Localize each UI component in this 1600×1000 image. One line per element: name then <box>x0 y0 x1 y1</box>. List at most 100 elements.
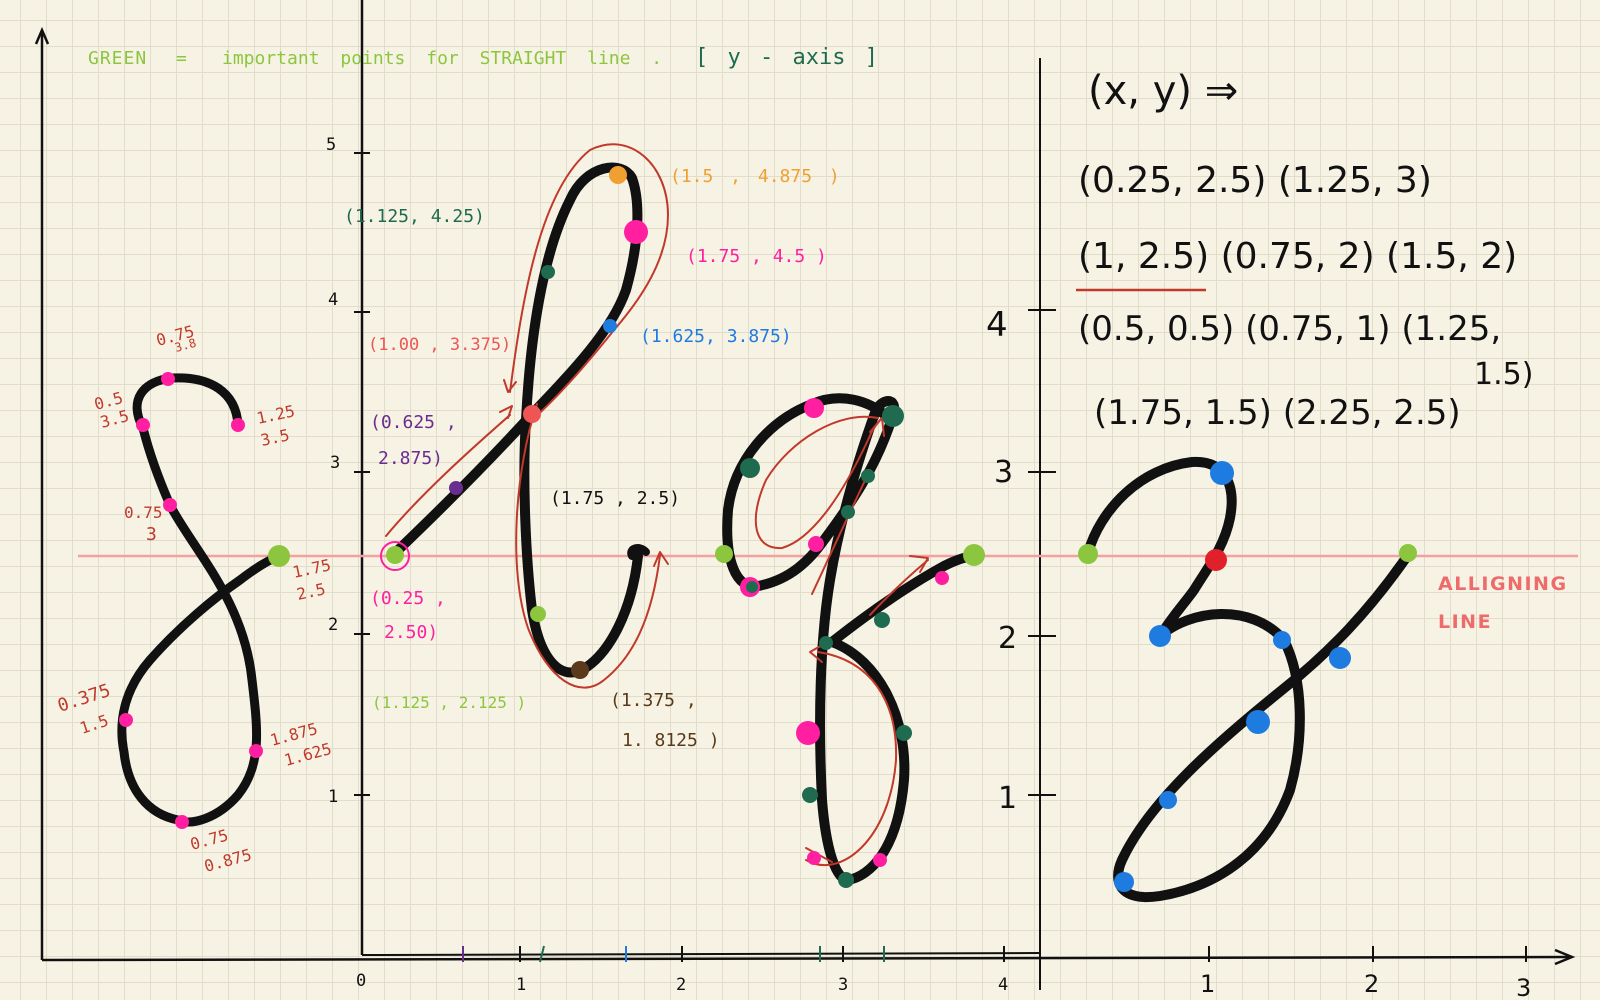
alligning-label-line1: ALLIGNING <box>1438 573 1568 595</box>
s-label: 0.75 <box>124 503 163 522</box>
x-tick-1: 1 <box>516 975 526 995</box>
s-dot <box>175 815 189 829</box>
s-dot <box>136 418 150 432</box>
left-y-axis-arrow <box>34 26 50 45</box>
legend: GREEN = important points for STRAIGHT li… <box>88 45 878 70</box>
l-dot <box>603 319 617 333</box>
l-guide-entry <box>385 414 511 537</box>
g-dot <box>882 405 904 427</box>
letter-g-glyph <box>722 393 981 885</box>
l-label: (1.75 , 2.5) <box>550 488 680 509</box>
letter-l-tail <box>627 544 650 560</box>
l-dot <box>624 220 648 244</box>
g-dot <box>740 458 760 478</box>
legend-equals: = <box>176 48 187 69</box>
l-start-ring <box>380 541 410 571</box>
s-dot <box>231 418 245 432</box>
letter-g-dots <box>715 398 985 888</box>
g-dot <box>804 398 824 418</box>
3-dot <box>1246 710 1270 734</box>
3-dot <box>1273 631 1291 649</box>
g-guide-arrow <box>869 417 885 437</box>
g-guide-lower <box>805 651 898 866</box>
l-label: 2.50) <box>384 622 438 643</box>
legend-y-axis-note: [ y - axis ] <box>695 45 878 70</box>
x-axis <box>41 955 1571 962</box>
notes-heading: (x, y) ⇒ <box>1088 68 1238 114</box>
letter-3-glyph <box>1083 456 1413 903</box>
l-label: (1.5 , 4.875 ) <box>670 166 840 187</box>
right-x-tick-1: 1 <box>1200 970 1215 998</box>
g-dot <box>819 636 833 650</box>
g-dot <box>807 851 821 865</box>
l-guide-arrow <box>653 551 669 567</box>
s-dot <box>161 372 175 386</box>
s-label: 0.75 <box>188 826 230 854</box>
coordinate-notes: (x, y) ⇒ (0.25, 2.5) (1.25, 3) (1, 2.5) … <box>1078 68 1533 433</box>
alligning-label-line2: LINE <box>1438 611 1492 633</box>
x-tick-0: 0 <box>356 971 366 991</box>
letter-l-stroke <box>389 162 643 678</box>
s-dot <box>163 498 177 512</box>
l-dot <box>541 265 555 279</box>
s-label: 0.875 <box>202 845 253 876</box>
g-dot <box>873 853 887 867</box>
l-dot-green <box>530 606 546 622</box>
right-y-ticks <box>1028 309 1527 962</box>
l-label: 2.875) <box>378 448 443 469</box>
legend-green-word: GREEN <box>88 48 147 69</box>
letter-s-stroke <box>117 373 285 827</box>
l-dot <box>609 166 627 184</box>
l-guide-upper <box>509 143 669 421</box>
inner-x-tick-labels: 0 1 2 3 4 <box>356 971 1008 995</box>
g-dot <box>861 469 875 483</box>
notes-row-4: (1.75, 1.5) (2.25, 2.5) <box>1094 393 1461 433</box>
y-tick-5: 5 <box>326 135 336 155</box>
l-label: (1.75 , 4.5 ) <box>686 246 827 267</box>
g-dot-green <box>963 544 985 566</box>
s-dot-green <box>268 545 290 567</box>
3-dot <box>1210 461 1234 485</box>
s-dot <box>249 744 263 758</box>
alligning-line-label: ALLIGNING LINE <box>1438 573 1568 633</box>
right-y-tick-labels: 1 2 3 4 <box>986 305 1017 816</box>
g-dot <box>808 536 824 552</box>
g-guide-mid <box>811 469 871 595</box>
l-label: (0.625 , <box>370 412 457 433</box>
g-dot <box>796 721 820 745</box>
right-y-tick-1: 1 <box>998 781 1017 816</box>
l-guide-arrow <box>503 379 517 393</box>
letter-3-stroke <box>1083 456 1413 903</box>
l-label: 1. 8125 ) <box>622 730 720 751</box>
g-dot <box>841 505 855 519</box>
g-guide-tail <box>869 559 929 616</box>
x-tick-2: 2 <box>676 975 686 995</box>
l-label: (1.375 , <box>610 690 697 711</box>
3-dot <box>1205 549 1227 571</box>
g-guide-arrow <box>909 555 929 573</box>
x-tick-3: 3 <box>838 975 848 995</box>
letter-s-dots <box>119 372 290 829</box>
y-tick-1: 1 <box>328 787 338 807</box>
right-x-tick-labels: 1 2 3 <box>1200 970 1531 1000</box>
l-label: (1.625, 3.875) <box>640 326 792 347</box>
3-dot <box>1159 791 1177 809</box>
right-x-tick-2: 2 <box>1364 970 1379 998</box>
s-label: 1.75 <box>291 555 333 582</box>
letter-s-labels: 0.75 3.8 0.5 3.5 1.25 3.5 0.75 3 1.75 2.… <box>55 322 334 876</box>
inner-x-ticks <box>462 945 1005 963</box>
l-guide-lower <box>515 403 661 689</box>
l-dot-green <box>386 546 404 564</box>
s-label: 3 <box>146 524 157 545</box>
s-label: 3.8 <box>173 336 198 355</box>
inner-x-axis <box>361 952 1041 956</box>
g-guide-arrow <box>809 643 825 663</box>
y-tick-4: 4 <box>328 290 338 310</box>
g-dot <box>935 571 949 585</box>
3-dot <box>1114 872 1134 892</box>
x-tick-4: 4 <box>998 975 1008 995</box>
inner-y-ticks <box>354 152 370 796</box>
l-label: (0.25 , <box>370 588 446 609</box>
x-axis-arrow <box>1554 948 1576 966</box>
